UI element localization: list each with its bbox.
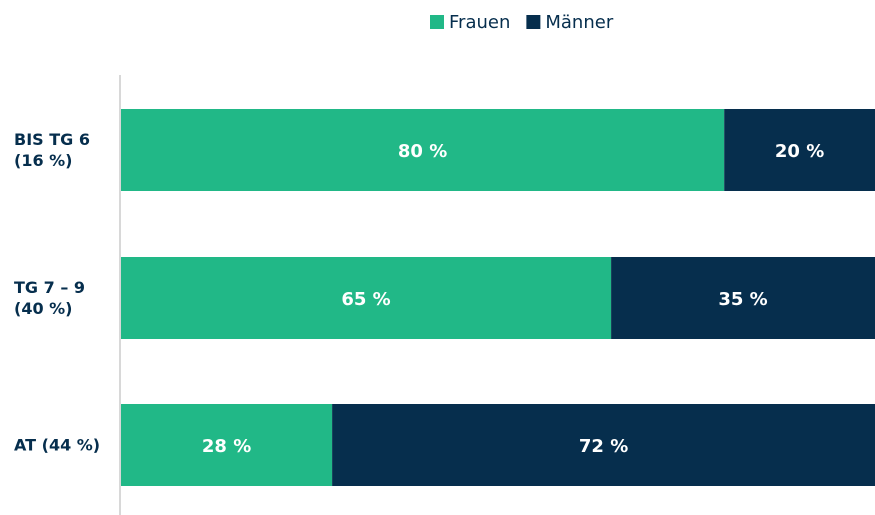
legend-label: Frauen	[449, 12, 510, 33]
bar-segment	[121, 404, 333, 486]
legend-swatch	[526, 15, 541, 29]
bar-segment	[332, 404, 875, 486]
legend-swatch	[430, 15, 444, 29]
value-label: 72 %	[579, 436, 628, 457]
legend-label: Männer	[545, 12, 613, 33]
category-label: TG 7 – 9 (40 %)	[14, 278, 86, 318]
value-label: 80 %	[398, 141, 447, 162]
bar-segment	[724, 109, 875, 191]
value-label: 65 %	[341, 289, 390, 310]
bar-segment	[121, 109, 725, 191]
bar-segment	[611, 257, 875, 339]
category-label: BIS TG 6 (16 %)	[14, 130, 90, 170]
value-label: 35 %	[718, 289, 767, 310]
value-label: 28 %	[202, 436, 251, 457]
bar-segment	[121, 257, 612, 339]
category-label: AT (44 %)	[14, 435, 101, 455]
value-label: 20 %	[775, 141, 824, 162]
